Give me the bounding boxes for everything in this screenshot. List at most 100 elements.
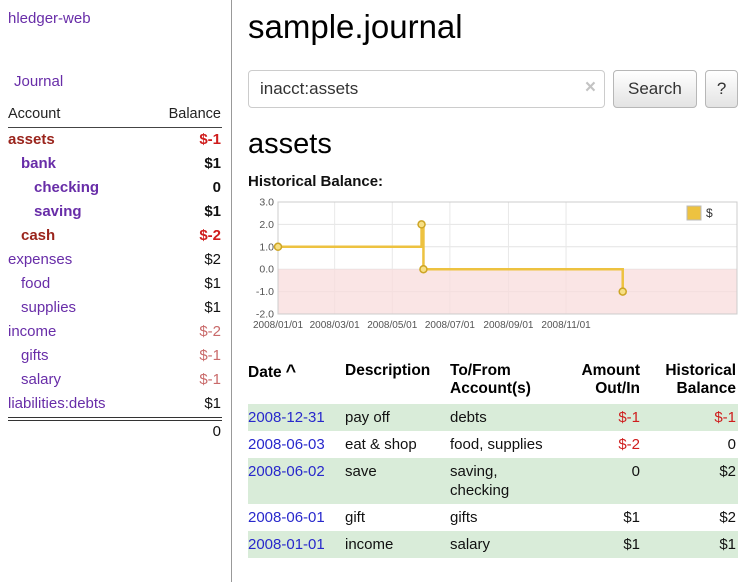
cell-date: 2008-06-02 <box>248 458 345 504</box>
header-amount: Amount Out/In <box>581 362 640 397</box>
transaction-date-link[interactable]: 2008-06-01 <box>248 509 325 526</box>
svg-text:2.0: 2.0 <box>259 219 274 231</box>
header-accounts: To/From Account(s) <box>450 362 531 397</box>
header-balance: Historical Balance <box>665 362 736 397</box>
account-balance: $1 <box>204 395 221 412</box>
register-row: 2008-12-31 pay off debts $-1 $-1 <box>248 404 738 431</box>
svg-text:1.0: 1.0 <box>259 241 274 253</box>
svg-text:2008/05/01: 2008/05/01 <box>367 320 417 331</box>
accounts-tree: assets $-1 bank $1 checking 0 saving $1 cash $-2 e… <box>8 128 222 416</box>
account-link[interactable]: food <box>21 275 51 292</box>
nav-journal-link[interactable]: Journal <box>14 73 64 90</box>
help-button[interactable]: ? <box>704 70 739 108</box>
cell-date: 2008-12-31 <box>248 404 345 431</box>
register-row: 2008-06-03 eat & shop food, supplies $-2 0 <box>248 431 738 458</box>
cell-amount: $-1 <box>618 409 640 426</box>
register-row: 2008-06-01 gift gifts $1 $2 <box>248 504 738 531</box>
account-row: food $1 <box>8 272 222 296</box>
account-link[interactable]: liabilities:debts <box>8 395 106 412</box>
cell-balance: $2 <box>719 509 736 526</box>
transaction-date-link[interactable]: 2008-01-01 <box>248 536 325 553</box>
legend-color-swatch <box>686 205 702 221</box>
svg-text:2008/07/01: 2008/07/01 <box>425 320 475 331</box>
header-description: Description <box>345 362 431 379</box>
brand-link[interactable]: hledger-web <box>8 10 91 27</box>
cell-amount: $1 <box>623 536 640 553</box>
account-link[interactable]: bank <box>21 155 57 172</box>
cell-balance: $2 <box>719 463 736 480</box>
search-form: × Search ? <box>248 70 742 108</box>
account-link[interactable]: expenses <box>8 251 73 268</box>
cell-amount: $1 <box>623 509 640 526</box>
account-link[interactable]: supplies <box>21 299 77 316</box>
account-row: gifts $-1 <box>8 344 222 368</box>
search-button[interactable]: Search <box>613 70 697 108</box>
account-balance: $2 <box>204 251 221 268</box>
cell-accounts: food, supplies <box>450 436 543 453</box>
account-row: saving $1 <box>8 200 222 224</box>
account-link[interactable]: salary <box>21 371 62 388</box>
account-link[interactable]: cash <box>21 227 56 244</box>
account-balance: $-1 <box>199 131 221 148</box>
cell-description: save <box>345 463 377 480</box>
transaction-date-link[interactable]: 2008-06-02 <box>248 463 325 480</box>
header-date-label: Date <box>248 364 282 381</box>
account-balance: $-2 <box>199 227 221 244</box>
account-heading: assets <box>248 128 332 160</box>
cell-description: pay off <box>345 409 390 426</box>
header-date[interactable]: Date ^ <box>248 360 345 404</box>
svg-text:2008/01/01: 2008/01/01 <box>253 320 303 331</box>
search-input[interactable] <box>248 70 605 108</box>
account-balance: $-2 <box>199 323 221 340</box>
account-link[interactable]: assets <box>8 131 55 148</box>
svg-text:-2.0: -2.0 <box>256 309 274 321</box>
balance-column-header: Balance <box>168 106 221 122</box>
account-link[interactable]: income <box>8 323 57 340</box>
account-balance: $1 <box>204 203 221 220</box>
account-balance: $-1 <box>199 371 221 388</box>
cell-accounts: salary <box>450 536 491 553</box>
account-balance: 0 <box>212 179 221 196</box>
cell-accounts: debts <box>450 409 487 426</box>
register-table-body: 2008-12-31 pay off debts $-1 $-1 2008-06-03 ea… <box>248 404 738 558</box>
search-box: × <box>248 70 605 108</box>
sidebar: hledger-web Journal Account Balance asse… <box>0 0 232 582</box>
clear-search-icon[interactable]: × <box>584 77 596 98</box>
account-row: expenses $2 <box>8 248 222 272</box>
account-row: salary $-1 <box>8 368 222 392</box>
register-row: 2008-06-02 save saving, checking 0 $2 <box>248 458 738 504</box>
account-link[interactable]: gifts <box>21 347 49 364</box>
transaction-date-link[interactable]: 2008-06-03 <box>248 436 325 453</box>
account-row: supplies $1 <box>8 296 222 320</box>
cell-balance: $-1 <box>714 409 736 426</box>
cell-description: eat & shop <box>345 436 417 453</box>
account-row: checking 0 <box>8 176 222 200</box>
cell-description: income <box>345 536 394 553</box>
cell-balance: 0 <box>727 436 736 453</box>
cell-date: 2008-06-01 <box>248 504 345 531</box>
register-table: Date ^ Description To/From Account(s) Amo… <box>248 360 738 558</box>
svg-text:2008/09/01: 2008/09/01 <box>483 320 533 331</box>
accounts-table-header: Account Balance <box>8 106 222 128</box>
transaction-date-link[interactable]: 2008-12-31 <box>248 409 325 426</box>
cell-amount: $-2 <box>618 436 640 453</box>
register-table-header: Date ^ Description To/From Account(s) Amo… <box>248 360 738 404</box>
account-row: bank $1 <box>8 152 222 176</box>
accounts-panel: Account Balance assets $-1 bank $1 checking 0… <box>8 106 222 443</box>
svg-text:2008/11/01: 2008/11/01 <box>541 320 591 331</box>
account-balance: $-1 <box>199 347 221 364</box>
legend-label: $ <box>706 206 713 220</box>
account-link[interactable]: checking <box>34 179 100 196</box>
accounts-total-row: 0 <box>8 417 222 443</box>
cell-accounts: gifts <box>450 509 478 526</box>
account-row: assets $-1 <box>8 128 222 152</box>
account-link[interactable]: saving <box>34 203 82 220</box>
account-column-header: Account <box>8 106 61 122</box>
chart-heading: Historical Balance: <box>248 173 384 190</box>
register-row: 2008-01-01 income salary $1 $1 <box>248 531 738 558</box>
cell-date: 2008-01-01 <box>248 531 345 558</box>
svg-text:0.0: 0.0 <box>259 264 274 276</box>
account-row: liabilities:debts $1 <box>8 392 222 416</box>
svg-text:-1.0: -1.0 <box>256 286 274 298</box>
